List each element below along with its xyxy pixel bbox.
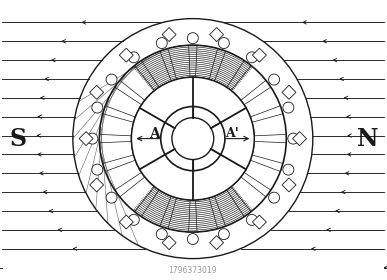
- Circle shape: [144, 102, 152, 111]
- Text: 1796373019: 1796373019: [169, 265, 217, 274]
- Polygon shape: [119, 48, 133, 62]
- Circle shape: [218, 229, 229, 240]
- Text: S: S: [9, 127, 26, 151]
- Circle shape: [132, 77, 254, 200]
- Circle shape: [92, 164, 103, 175]
- Circle shape: [244, 134, 253, 143]
- Circle shape: [156, 38, 167, 48]
- Polygon shape: [210, 27, 224, 41]
- Circle shape: [128, 52, 139, 63]
- Circle shape: [221, 89, 230, 98]
- Circle shape: [171, 187, 180, 196]
- Circle shape: [233, 102, 242, 111]
- Circle shape: [136, 117, 145, 126]
- Polygon shape: [282, 85, 296, 99]
- Circle shape: [156, 229, 167, 240]
- Circle shape: [218, 38, 229, 48]
- Circle shape: [241, 151, 250, 160]
- Circle shape: [144, 167, 152, 176]
- Circle shape: [92, 102, 103, 113]
- Circle shape: [128, 214, 139, 225]
- Circle shape: [269, 192, 279, 203]
- Circle shape: [172, 118, 214, 160]
- Circle shape: [283, 102, 294, 113]
- Circle shape: [247, 52, 257, 63]
- Polygon shape: [119, 215, 133, 229]
- Circle shape: [283, 164, 294, 175]
- Polygon shape: [162, 236, 176, 250]
- Circle shape: [205, 187, 214, 196]
- Polygon shape: [252, 48, 266, 62]
- Circle shape: [233, 167, 242, 176]
- Polygon shape: [90, 178, 104, 192]
- Text: N: N: [357, 127, 378, 151]
- Polygon shape: [162, 27, 176, 41]
- Circle shape: [156, 179, 165, 188]
- Circle shape: [269, 74, 279, 85]
- Polygon shape: [282, 178, 296, 192]
- Polygon shape: [90, 85, 104, 99]
- Polygon shape: [293, 132, 307, 146]
- Circle shape: [187, 33, 198, 44]
- Text: A': A': [224, 127, 238, 140]
- Circle shape: [288, 133, 299, 144]
- Circle shape: [247, 214, 257, 225]
- Polygon shape: [252, 215, 266, 229]
- Circle shape: [187, 234, 198, 244]
- Circle shape: [133, 134, 142, 143]
- Polygon shape: [79, 132, 93, 146]
- Circle shape: [171, 81, 180, 90]
- Wedge shape: [99, 45, 286, 232]
- Circle shape: [156, 89, 165, 98]
- Circle shape: [241, 117, 250, 126]
- Circle shape: [205, 81, 214, 90]
- Text: A: A: [149, 127, 159, 141]
- Circle shape: [106, 74, 117, 85]
- Circle shape: [136, 151, 145, 160]
- Circle shape: [188, 190, 197, 199]
- Circle shape: [161, 106, 225, 171]
- Circle shape: [221, 179, 230, 188]
- Circle shape: [188, 79, 197, 88]
- Polygon shape: [210, 236, 224, 250]
- Circle shape: [87, 133, 98, 144]
- Circle shape: [106, 192, 117, 203]
